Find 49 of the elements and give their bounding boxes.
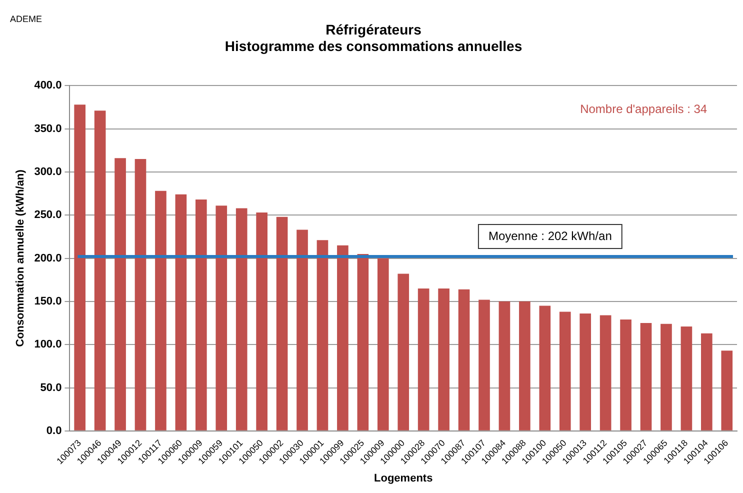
- bar: [458, 289, 470, 430]
- bar: [539, 306, 551, 430]
- y-axis-title: Consommation annuelle (kWh/an): [14, 169, 27, 347]
- y-tick-label: 250.0: [34, 209, 62, 222]
- bar: [398, 274, 410, 430]
- y-tick-label: 150.0: [34, 295, 62, 308]
- bar: [519, 301, 530, 430]
- bar: [478, 300, 490, 430]
- bar: [680, 326, 692, 430]
- bar: [438, 288, 450, 430]
- text: ADEME: [10, 14, 42, 24]
- chart-title: Réfrigérateurs: [326, 21, 422, 38]
- bar: [216, 206, 228, 430]
- bar: [276, 216, 288, 430]
- x-axis-title: Logements: [374, 472, 433, 484]
- bar: [640, 323, 652, 430]
- chart-subtitle: Histogramme des consommations annuelles: [224, 38, 522, 54]
- bar: [175, 194, 187, 430]
- bar: [580, 314, 592, 430]
- bar: [155, 190, 166, 430]
- bar: [316, 240, 328, 430]
- bar: [134, 158, 146, 430]
- bar: [74, 104, 86, 430]
- bar: [236, 208, 248, 430]
- bar: [357, 254, 369, 430]
- bar: [418, 288, 430, 430]
- y-tick-label: 300.0: [34, 166, 62, 178]
- bar: [498, 301, 510, 430]
- bar: [296, 230, 308, 430]
- y-tick-label: 100.0: [34, 338, 62, 351]
- bar: [600, 315, 612, 430]
- bar: [114, 158, 126, 430]
- bar: [721, 350, 733, 430]
- bar: [559, 312, 571, 430]
- y-tick-label: 200.0: [34, 252, 62, 264]
- bar: [337, 245, 348, 430]
- bar: [256, 212, 268, 430]
- y-tick-label: 350.0: [34, 122, 62, 135]
- bar: [94, 110, 106, 430]
- bar: [620, 320, 632, 430]
- annotation: Nombre d'appareils : 34: [580, 102, 708, 116]
- y-tick-label: 0.0: [46, 424, 62, 437]
- y-tick-label: 50.0: [40, 382, 62, 394]
- ref-line-label: Moyenne : 202 kWh/an: [488, 228, 612, 243]
- bar: [196, 200, 207, 430]
- bar: [660, 324, 672, 430]
- bar: [701, 333, 712, 430]
- y-tick-label: 400.0: [34, 80, 62, 92]
- bar: [377, 258, 389, 430]
